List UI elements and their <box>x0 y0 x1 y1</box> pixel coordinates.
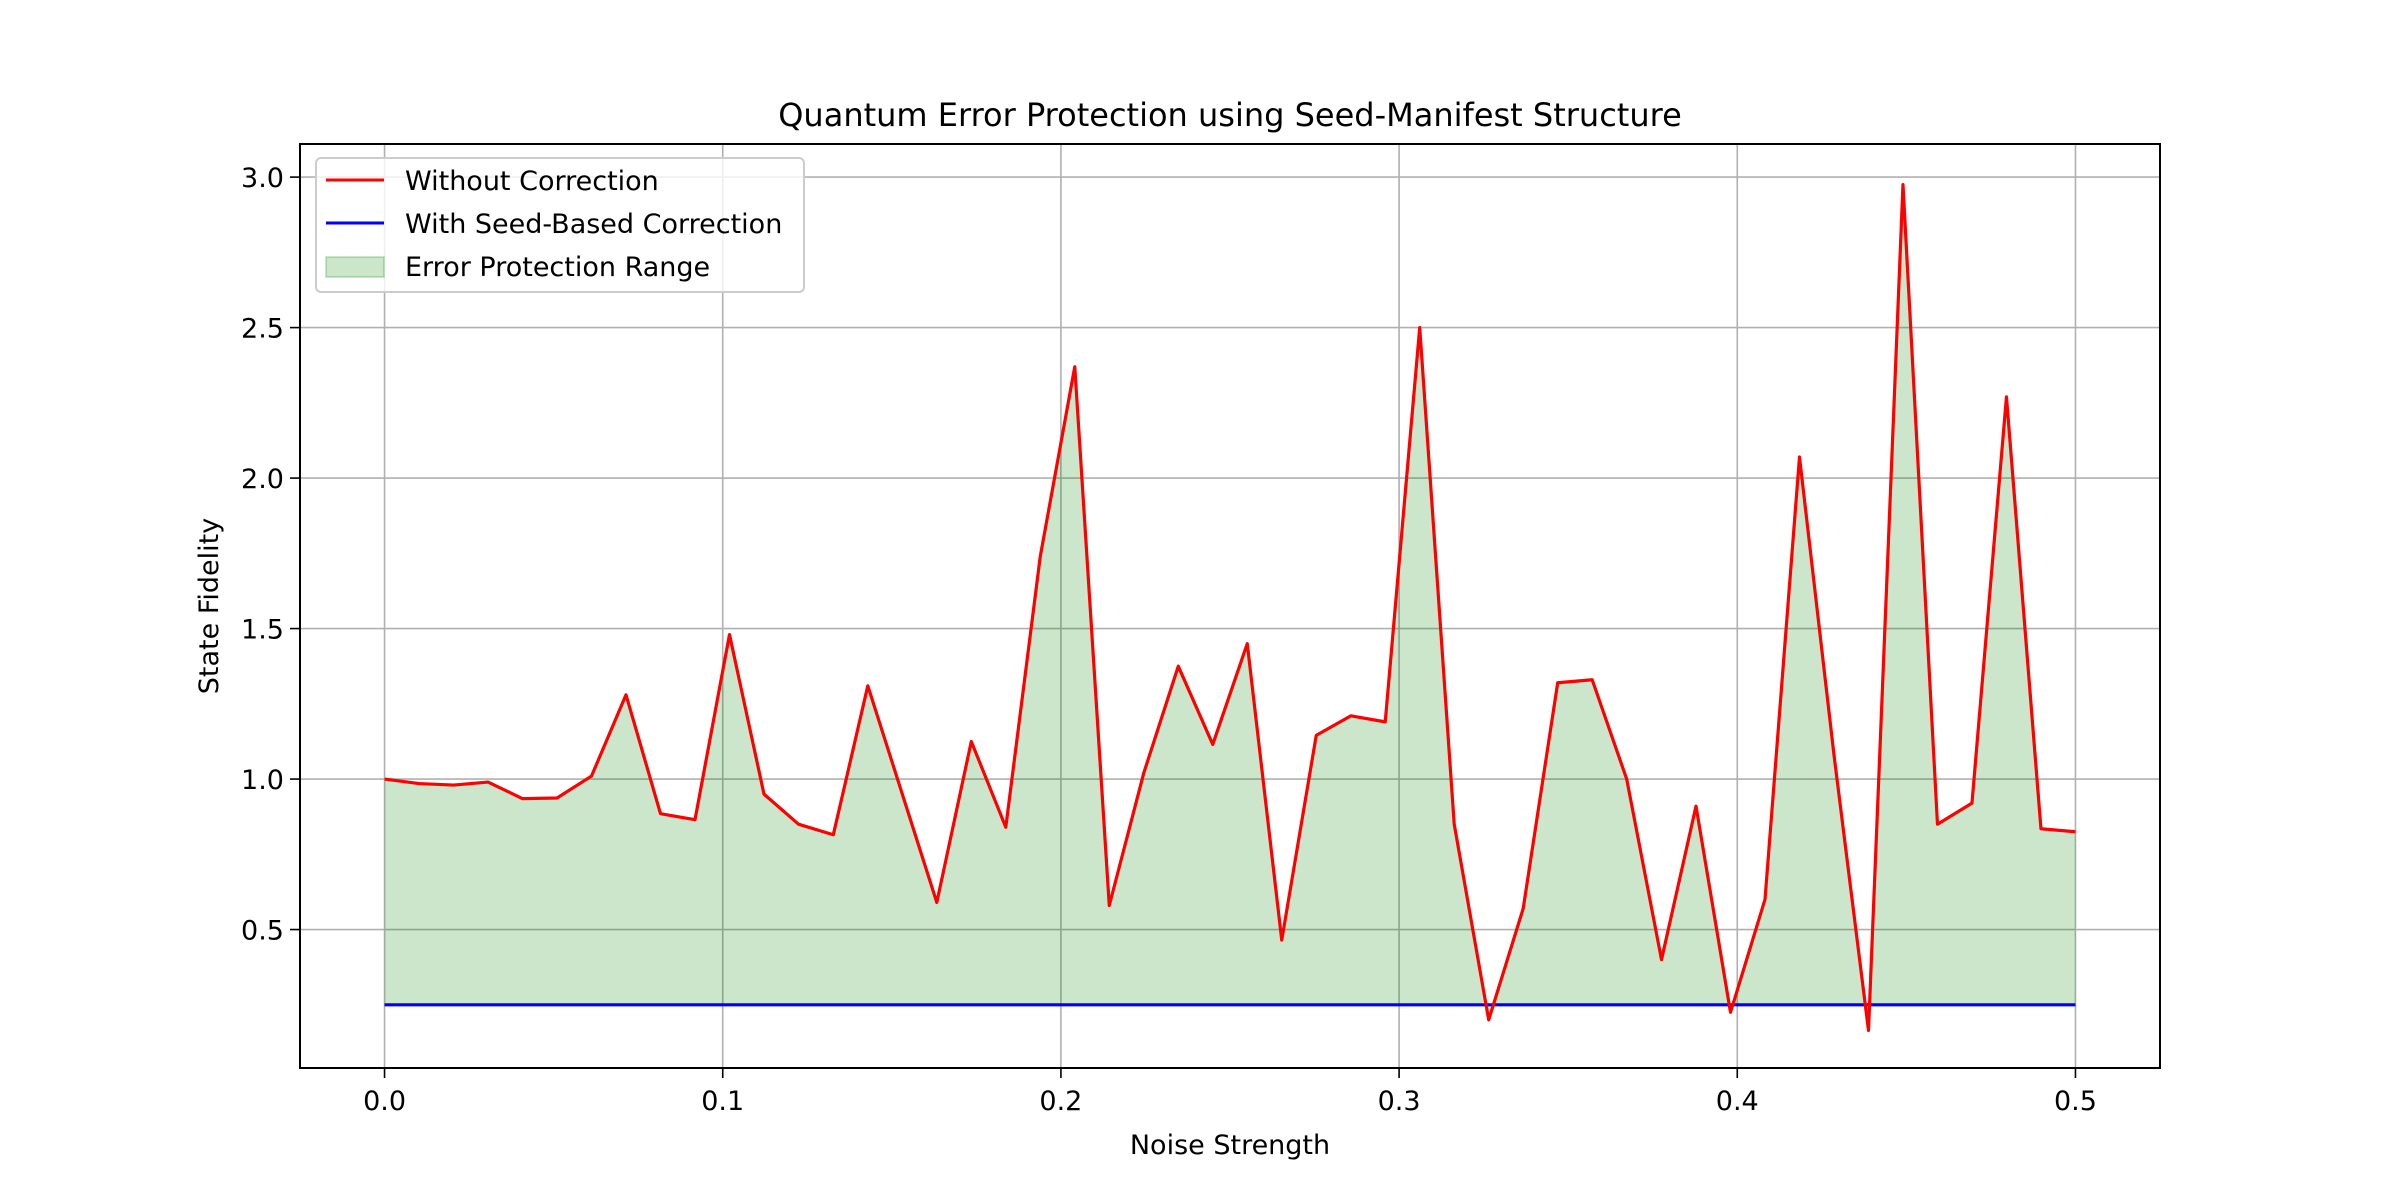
y-tick-label: 2.0 <box>241 464 284 495</box>
x-tick-label: 0.0 <box>363 1086 406 1117</box>
y-tick-label: 1.0 <box>241 765 284 796</box>
grid <box>300 144 2160 1068</box>
legend-swatch-protection-range <box>325 256 385 278</box>
legend-label-without-correction: Without Correction <box>405 166 659 197</box>
legend-label-seed-correction: With Seed-Based Correction <box>405 209 782 240</box>
legend: Without Correction With Seed-Based Corre… <box>315 157 805 293</box>
x-axis-ticks: 0.0 0.1 0.2 0.3 0.4 0.5 <box>363 1068 2097 1117</box>
y-axis-label: State Fidelity <box>194 518 225 694</box>
x-tick-label: 0.4 <box>1716 1086 1759 1117</box>
series-line-without-correction <box>384 183 2076 1032</box>
x-tick-label: 0.3 <box>1378 1086 1421 1117</box>
y-tick-label: 2.5 <box>241 314 284 345</box>
x-tick-label: 0.2 <box>1039 1086 1082 1117</box>
y-tick-label: 0.5 <box>241 916 284 947</box>
chart-title: Quantum Error Protection using Seed-Mani… <box>778 96 1682 134</box>
x-tick-label: 0.5 <box>2054 1086 2097 1117</box>
y-axis-ticks: 0.5 1.0 1.5 2.0 2.5 3.0 <box>241 163 300 947</box>
x-tick-label: 0.1 <box>701 1086 744 1117</box>
y-tick-label: 1.5 <box>241 615 284 646</box>
legend-box <box>315 157 805 293</box>
x-axis-label: Noise Strength <box>1130 1130 1330 1161</box>
plot-frame <box>299 143 2161 1069</box>
legend-label-protection-range: Error Protection Range <box>405 252 710 283</box>
series-layer <box>384 183 2076 1032</box>
y-tick-label: 3.0 <box>241 163 284 194</box>
